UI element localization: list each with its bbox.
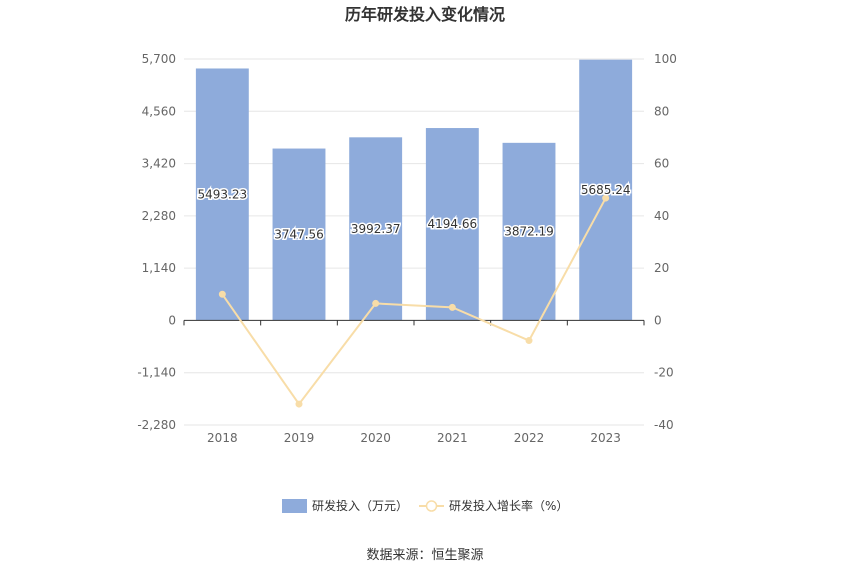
source-note: 数据来源：恒生聚源 [366,548,483,563]
grid [184,58,644,426]
category-label: 2019 [284,431,315,445]
bar [425,128,479,321]
right-tick-label: -40 [654,418,674,432]
bar [272,148,326,321]
category-label: 2018 [207,431,238,445]
bar-data-label: 3872.19 [504,225,554,239]
category-label: 2022 [514,431,545,445]
chart-title: 历年研发投入变化情况 [345,5,505,24]
bar [195,68,249,321]
left-tick-label: 3,420 [142,157,176,171]
data-labels: 5493.23 3747.56 3992.37 4194.66 3872.19 5685.… [196,182,632,243]
right-tick-label: 0 [654,313,662,327]
right-tick-label: 60 [654,157,669,171]
growth-line-path [221,197,607,406]
legend-bar-swatch [282,499,307,513]
growth-point [372,299,380,307]
growth-point [448,303,456,311]
left-tick-label: -1,140 [137,366,176,380]
legend-line-label: 研发投入增长率（%） [449,498,568,513]
growth-point [295,400,303,408]
left-tick-label: 0 [168,313,176,327]
growth-point [218,290,226,298]
bar-data-label: 5493.23 [198,187,248,201]
category-label: 2023 [590,431,621,445]
legend: 研发投入（万元） 研发投入增长率（%） [282,498,568,513]
bars [195,59,633,321]
right-tick-label: -20 [654,366,674,380]
growth-line [218,194,610,408]
legend-line-marker [425,500,438,512]
left-tick-label: 4,560 [142,104,176,118]
axes: 5,700 4,560 3,420 2,280 1,140 0 -1,140 -2,280 10… [137,52,677,445]
left-tick-label: 5,700 [142,52,176,66]
bar-data-label: 4194.66 [428,217,478,231]
bar-data-label: 3747.56 [274,227,324,241]
right-tick-label: 80 [654,104,669,118]
bar [502,142,556,321]
bar-data-label: 5685.24 [581,183,631,197]
legend-bar-label: 研发投入（万元） [312,498,408,513]
category-label: 2020 [360,431,391,445]
right-tick-label: 20 [654,261,669,275]
right-tick-label: 100 [654,52,677,66]
bar [579,59,633,321]
bar [349,137,403,321]
left-tick-label: 2,280 [142,209,176,223]
left-tick-label: -2,280 [137,418,176,432]
right-tick-label: 40 [654,209,669,223]
left-tick-label: 1,140 [142,261,176,275]
growth-point [525,337,533,345]
category-label: 2021 [437,431,468,445]
bar-data-label: 3992.37 [351,222,401,236]
growth-point [602,194,610,202]
